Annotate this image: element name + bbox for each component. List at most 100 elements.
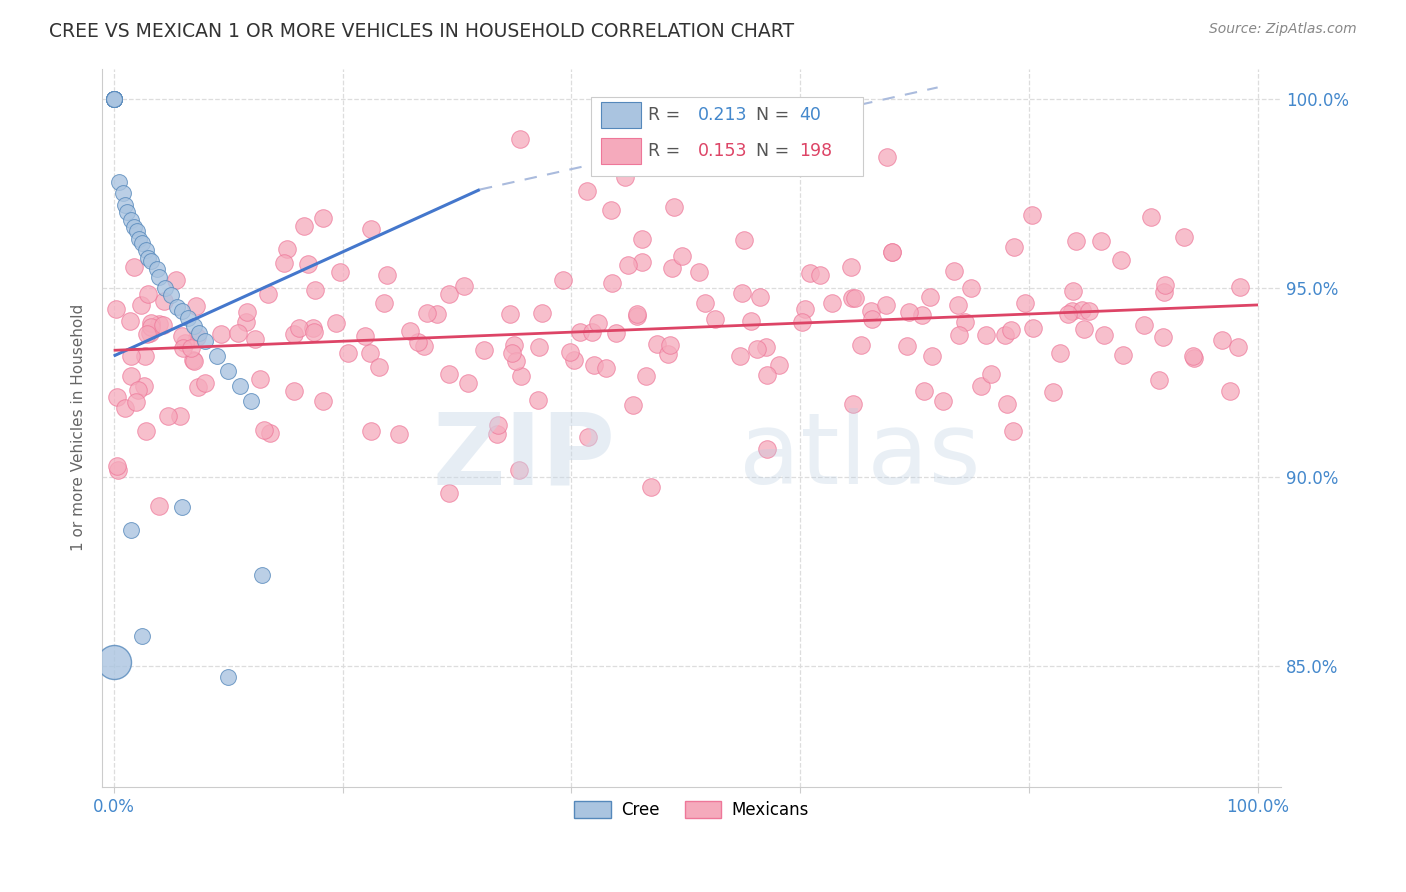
Point <box>114 401 136 416</box>
Point <box>187 380 209 394</box>
Point <box>1153 277 1175 292</box>
Point <box>257 287 280 301</box>
Point <box>103 92 125 106</box>
Point <box>617 258 640 272</box>
Point <box>645 336 668 351</box>
Point <box>576 430 599 444</box>
Point <box>245 332 267 346</box>
Point <box>841 397 863 411</box>
Point <box>980 368 1002 382</box>
Text: Source: ZipAtlas.com: Source: ZipAtlas.com <box>1209 22 1357 37</box>
Point <box>630 232 652 246</box>
Point <box>148 269 170 284</box>
Point <box>283 384 305 398</box>
Point <box>120 349 142 363</box>
Point <box>146 262 169 277</box>
Point <box>839 260 862 275</box>
Point <box>236 305 259 319</box>
Point <box>273 256 295 270</box>
Point <box>755 442 778 456</box>
Point <box>194 376 217 390</box>
Point <box>188 326 211 341</box>
Point <box>360 221 382 235</box>
Point <box>103 92 125 106</box>
Point <box>621 398 644 412</box>
Text: R =: R = <box>648 142 686 161</box>
Text: ZIP: ZIP <box>432 409 614 505</box>
Point <box>605 326 627 341</box>
Point <box>1021 208 1043 222</box>
Point <box>312 394 335 409</box>
Point <box>1070 302 1092 317</box>
Point <box>114 197 136 211</box>
Point <box>728 349 751 363</box>
Point <box>205 349 228 363</box>
Point <box>626 310 648 324</box>
Point <box>437 367 460 381</box>
Point <box>174 335 197 350</box>
Point <box>955 315 977 329</box>
Point <box>860 312 883 326</box>
FancyBboxPatch shape <box>600 103 641 128</box>
Text: R =: R = <box>648 106 686 124</box>
Point <box>733 233 755 247</box>
Point <box>576 184 599 198</box>
Point <box>995 397 1018 411</box>
Point <box>880 245 903 260</box>
Point <box>125 395 148 409</box>
Point <box>135 424 157 438</box>
Point <box>399 324 422 338</box>
Point <box>302 321 325 335</box>
Point <box>425 307 447 321</box>
Point <box>136 287 159 301</box>
Point <box>104 302 127 317</box>
Point <box>172 329 194 343</box>
Point <box>134 349 156 363</box>
Point <box>946 297 969 311</box>
Point <box>117 205 139 219</box>
Point <box>600 276 623 290</box>
Legend: Cree, Mexicans: Cree, Mexicans <box>568 794 815 826</box>
Point <box>875 298 897 312</box>
Text: CREE VS MEXICAN 1 OR MORE VEHICLES IN HOUSEHOLD CORRELATION CHART: CREE VS MEXICAN 1 OR MORE VEHICLES IN HO… <box>49 22 794 41</box>
Point <box>457 376 479 390</box>
Point <box>412 339 434 353</box>
Point <box>103 92 125 106</box>
Point <box>312 211 335 225</box>
Point <box>1211 334 1233 348</box>
Point <box>551 273 574 287</box>
Point <box>353 329 375 343</box>
Point <box>297 257 319 271</box>
Point <box>103 92 125 106</box>
Point <box>122 220 145 235</box>
Point <box>799 267 821 281</box>
Point <box>664 200 686 214</box>
Point <box>325 316 347 330</box>
Point <box>631 255 654 269</box>
Point <box>703 312 725 326</box>
Point <box>329 265 352 279</box>
Point <box>131 235 153 250</box>
Point <box>156 409 179 424</box>
Point <box>141 319 163 334</box>
Point <box>360 424 382 438</box>
Point <box>659 337 682 351</box>
Point <box>564 353 586 368</box>
Point <box>1002 240 1025 254</box>
Point <box>375 268 398 283</box>
Point <box>368 360 391 375</box>
Point <box>914 384 936 399</box>
Point <box>152 318 174 332</box>
Point <box>626 307 648 321</box>
Point <box>918 290 941 304</box>
Point <box>172 303 194 318</box>
Point <box>103 92 125 106</box>
Point <box>896 339 918 353</box>
Point <box>1109 252 1132 267</box>
Point <box>172 341 194 355</box>
Point <box>1112 348 1135 362</box>
FancyBboxPatch shape <box>592 97 862 177</box>
Point <box>259 426 281 441</box>
Point <box>292 219 315 233</box>
Point <box>148 499 170 513</box>
